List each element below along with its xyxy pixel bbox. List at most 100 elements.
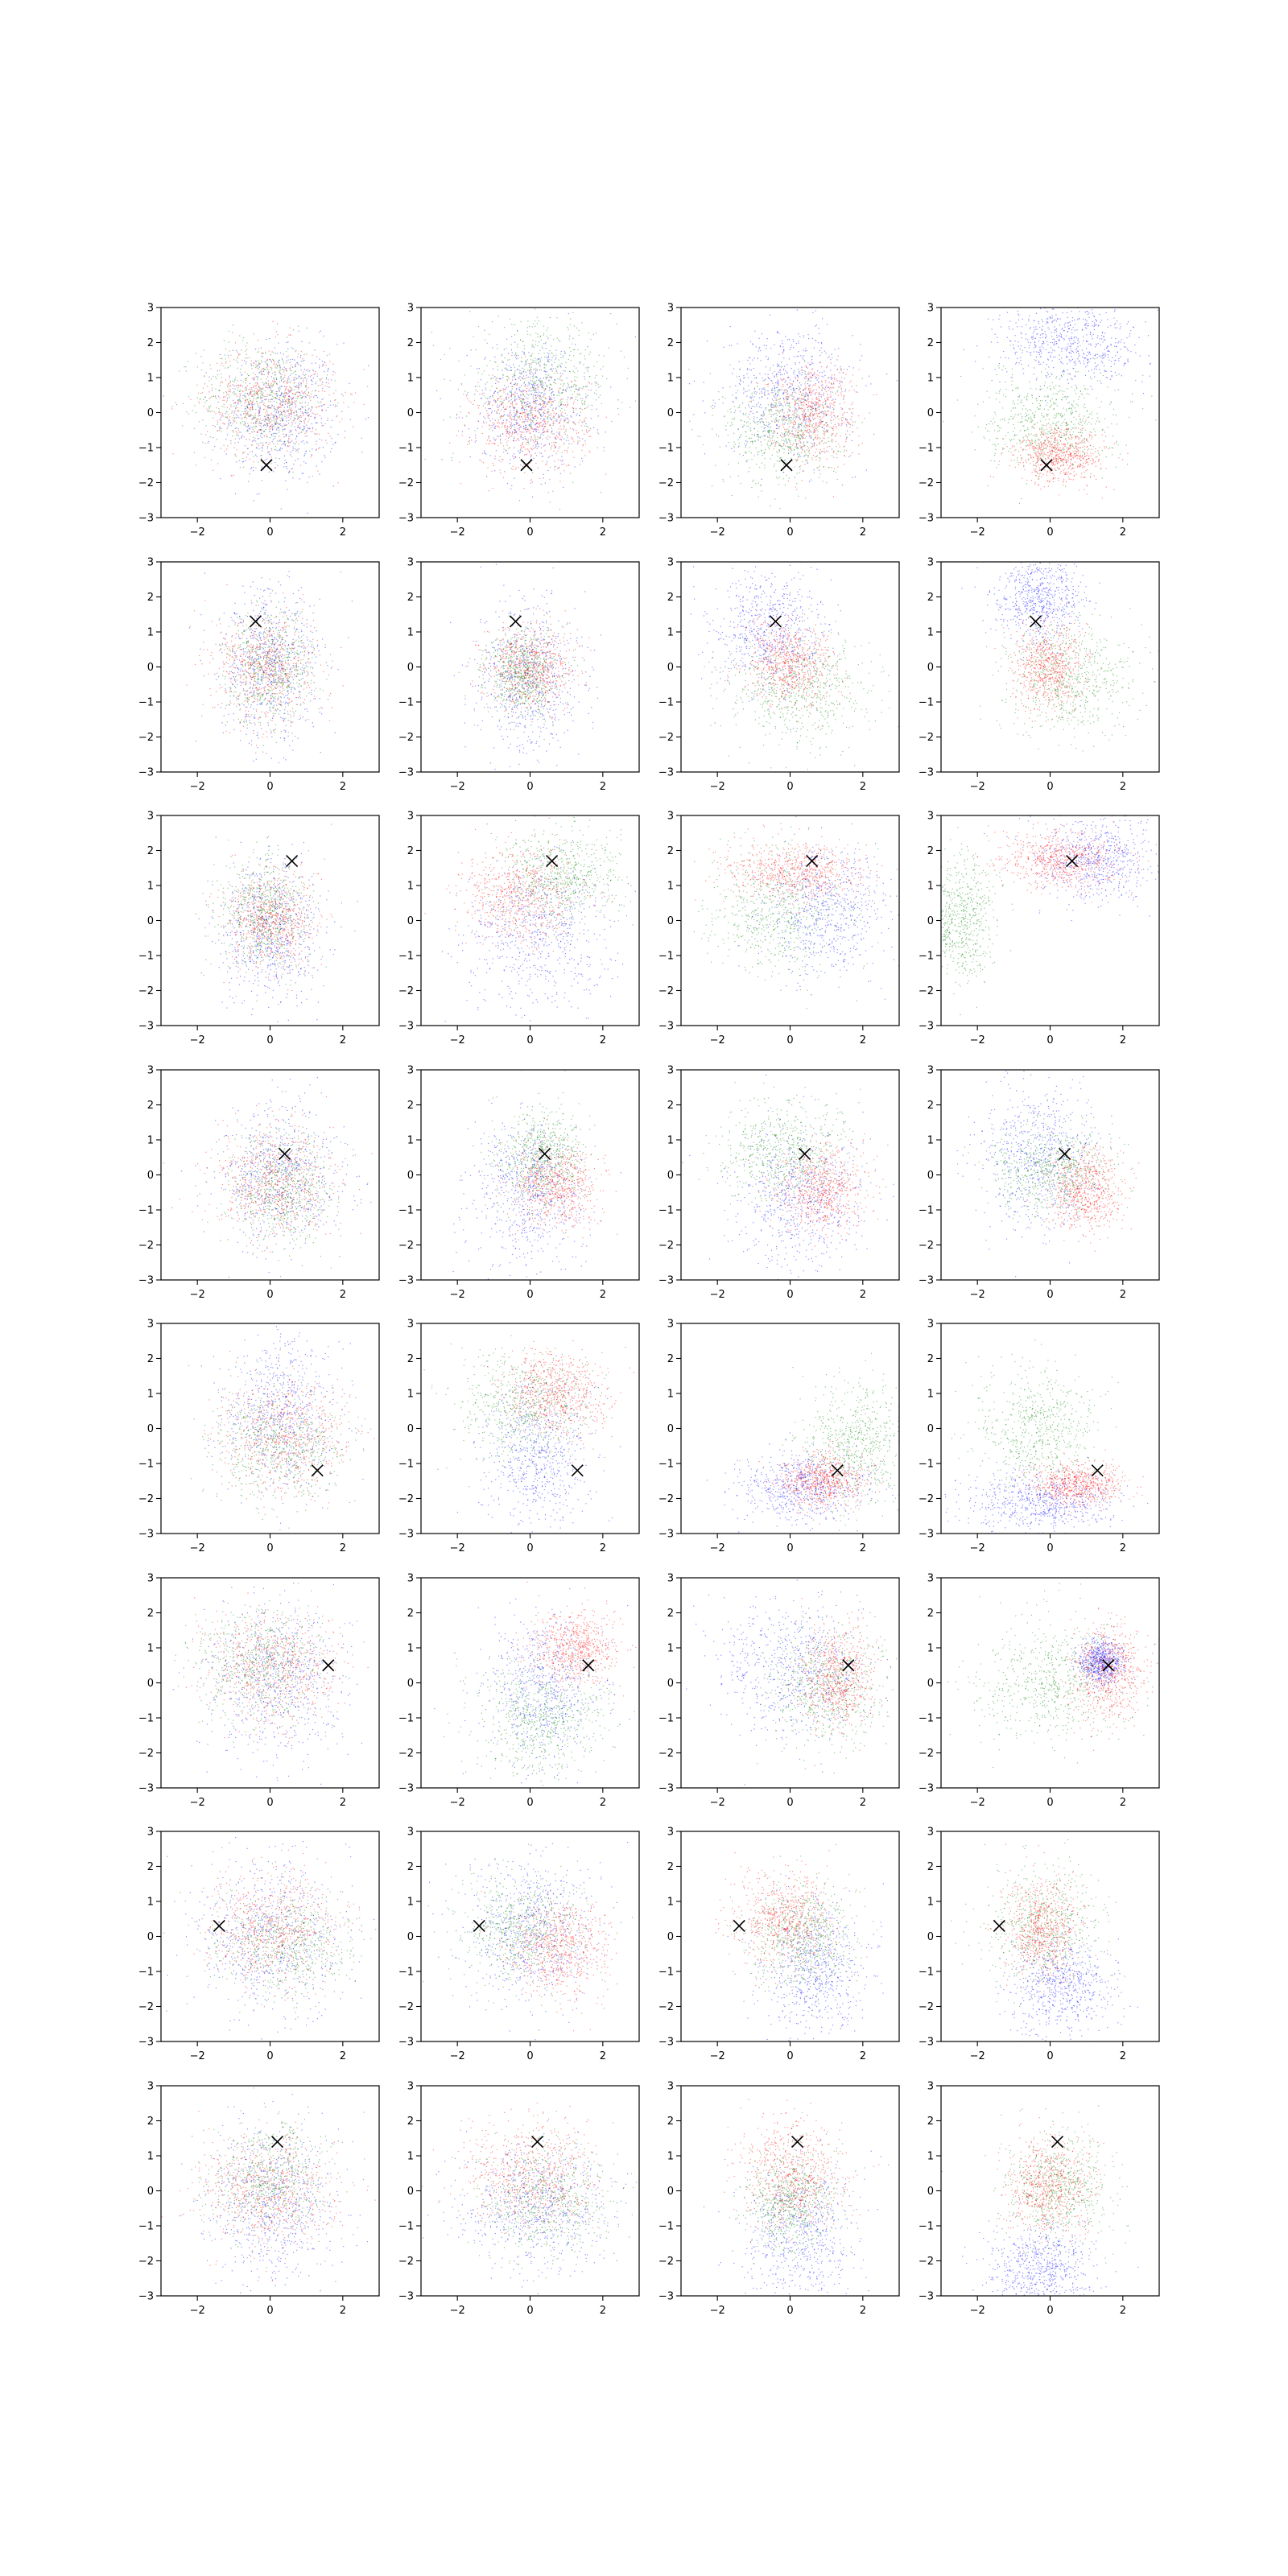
point [501,461,502,462]
point [588,405,589,406]
point [513,419,514,420]
point [488,401,489,402]
point [265,420,266,421]
point [301,441,302,442]
point [524,345,525,346]
point [554,444,555,445]
point [508,386,509,387]
point [257,401,258,402]
point [251,467,252,468]
point [826,415,827,416]
point [281,374,282,375]
point [285,412,286,413]
point [547,338,548,339]
point [729,345,730,346]
point [527,370,528,371]
point [261,398,262,399]
point [510,428,511,429]
point [204,383,205,384]
point [559,431,560,432]
point [492,471,493,472]
point [564,450,565,451]
point [803,349,804,350]
point [512,377,513,378]
point [269,359,270,360]
point [753,416,754,417]
point [503,362,504,363]
point [459,417,460,418]
point [323,425,324,426]
point [798,427,799,428]
point [265,396,266,397]
point [322,390,323,391]
point [299,427,300,428]
point [459,461,460,462]
point [803,420,804,421]
point [510,403,511,404]
point [270,401,271,402]
point [230,365,231,366]
point [255,415,256,416]
point [245,445,246,446]
point [568,313,569,314]
point [542,424,543,425]
point [515,401,516,402]
point [756,404,757,405]
point [757,406,758,407]
point [337,434,338,435]
point [754,387,755,388]
point [241,436,242,437]
point [233,411,234,412]
point [779,461,780,462]
point [798,333,799,334]
point [280,369,281,370]
point [511,355,512,356]
point [767,444,768,445]
point [283,395,284,396]
point [521,357,522,358]
point [283,467,284,468]
point [296,392,297,393]
point [517,369,518,370]
point [527,401,528,402]
point [210,411,211,412]
point [550,376,551,377]
point [274,393,275,394]
point [276,378,277,379]
point [239,391,240,392]
point [284,407,285,408]
point [784,440,785,441]
point [574,372,575,373]
point [274,364,275,365]
point [235,493,236,494]
point [555,447,556,448]
point [536,455,537,456]
point [316,356,317,357]
point [292,423,293,424]
point [579,408,580,409]
point [245,409,246,410]
point [494,361,495,362]
point [564,420,565,421]
x-tick-label: 2 [600,526,606,539]
point [527,448,528,449]
point [536,392,537,393]
point [212,390,213,391]
point [282,448,283,449]
point [819,372,820,373]
point [306,431,307,432]
point [449,417,450,418]
point [577,440,578,441]
point [758,434,759,435]
point [289,415,290,416]
point [602,376,603,377]
point [239,431,240,432]
point [501,417,502,418]
point [257,435,258,436]
point [247,399,248,400]
point [524,390,525,391]
point [249,439,250,440]
point [765,379,766,380]
point [288,438,289,439]
point [527,417,528,418]
